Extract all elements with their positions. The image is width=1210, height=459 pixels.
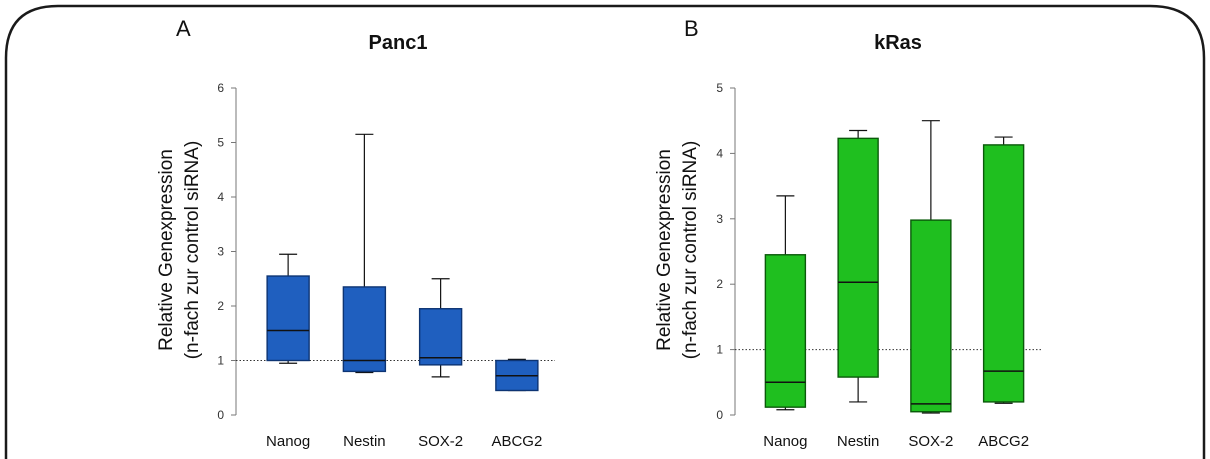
box-body-sox-2 xyxy=(910,219,952,413)
y-tick-label-0: 0 xyxy=(716,408,723,422)
y-tick-label-2: 2 xyxy=(716,277,723,291)
box-sox-2 xyxy=(910,120,952,414)
y-tick-label-5: 5 xyxy=(217,136,224,150)
plot-area-a: 0 1 2 3 4 5 6 Nanog Nestin SOX-2 ABCG2 xyxy=(217,81,555,450)
chart-title-a: Panc1 xyxy=(369,32,428,54)
y-tick-label-6: 6 xyxy=(217,81,224,95)
y-axis-label-a-line2: (n-fach zur control siRNA) xyxy=(182,141,203,360)
category-label-nanog: Nanog xyxy=(266,433,310,450)
category-label-nanog: Nanog xyxy=(763,433,807,450)
y-tick-label-3: 3 xyxy=(217,245,224,259)
box-body-nanog xyxy=(764,254,807,408)
y-tick-label-4: 4 xyxy=(716,146,723,160)
box-sox-2 xyxy=(418,278,463,378)
plot-area-b: 0 1 2 3 4 5 Nanog Nestin SOX-2 ABCG2 xyxy=(716,81,1043,450)
panel-b: B kRas Relative Genexpression (n-fach zu… xyxy=(654,16,1043,450)
y-axis-label-b-line1: Relative Genexpression xyxy=(654,149,675,351)
y-tick-label-0: 0 xyxy=(217,408,224,422)
category-label-sox-2: SOX-2 xyxy=(418,433,463,450)
chart-title-b: kRas xyxy=(874,32,922,54)
y-tick-label-3: 3 xyxy=(716,212,723,226)
category-label-abcg2: ABCG2 xyxy=(491,433,542,450)
box-abcg2 xyxy=(982,136,1025,404)
box-nestin xyxy=(837,129,879,403)
box-body-nanog xyxy=(266,275,310,362)
box-nanog xyxy=(764,195,807,411)
y-tick-label-5: 5 xyxy=(716,81,723,95)
y-tick-label-1: 1 xyxy=(716,343,723,357)
y-axis-label-a-line1: Relative Genexpression xyxy=(156,149,177,351)
box-body-nestin xyxy=(837,137,879,378)
y-tick-label-1: 1 xyxy=(217,354,224,368)
figure-frame xyxy=(4,4,1206,459)
category-label-sox-2: SOX-2 xyxy=(908,433,953,450)
panel-label-a: A xyxy=(176,16,191,41)
category-label-nestin: Nestin xyxy=(837,433,880,450)
box-nanog xyxy=(266,253,310,364)
box-abcg2 xyxy=(495,358,539,392)
y-axis-label-b-line2: (n-fach zur control siRNA) xyxy=(680,141,701,360)
panel-a: A Panc1 Relative Genexpression (n-fach z… xyxy=(156,16,555,450)
box-body-abcg2 xyxy=(982,144,1025,403)
y-tick-label-2: 2 xyxy=(217,299,224,313)
category-label-nestin: Nestin xyxy=(343,433,386,450)
y-tick-label-4: 4 xyxy=(217,190,224,204)
box-body-sox-2 xyxy=(418,308,463,366)
panel-label-b: B xyxy=(684,16,699,41)
box-body-nestin xyxy=(342,286,387,373)
category-label-abcg2: ABCG2 xyxy=(978,433,1029,450)
box-nestin xyxy=(342,133,387,374)
